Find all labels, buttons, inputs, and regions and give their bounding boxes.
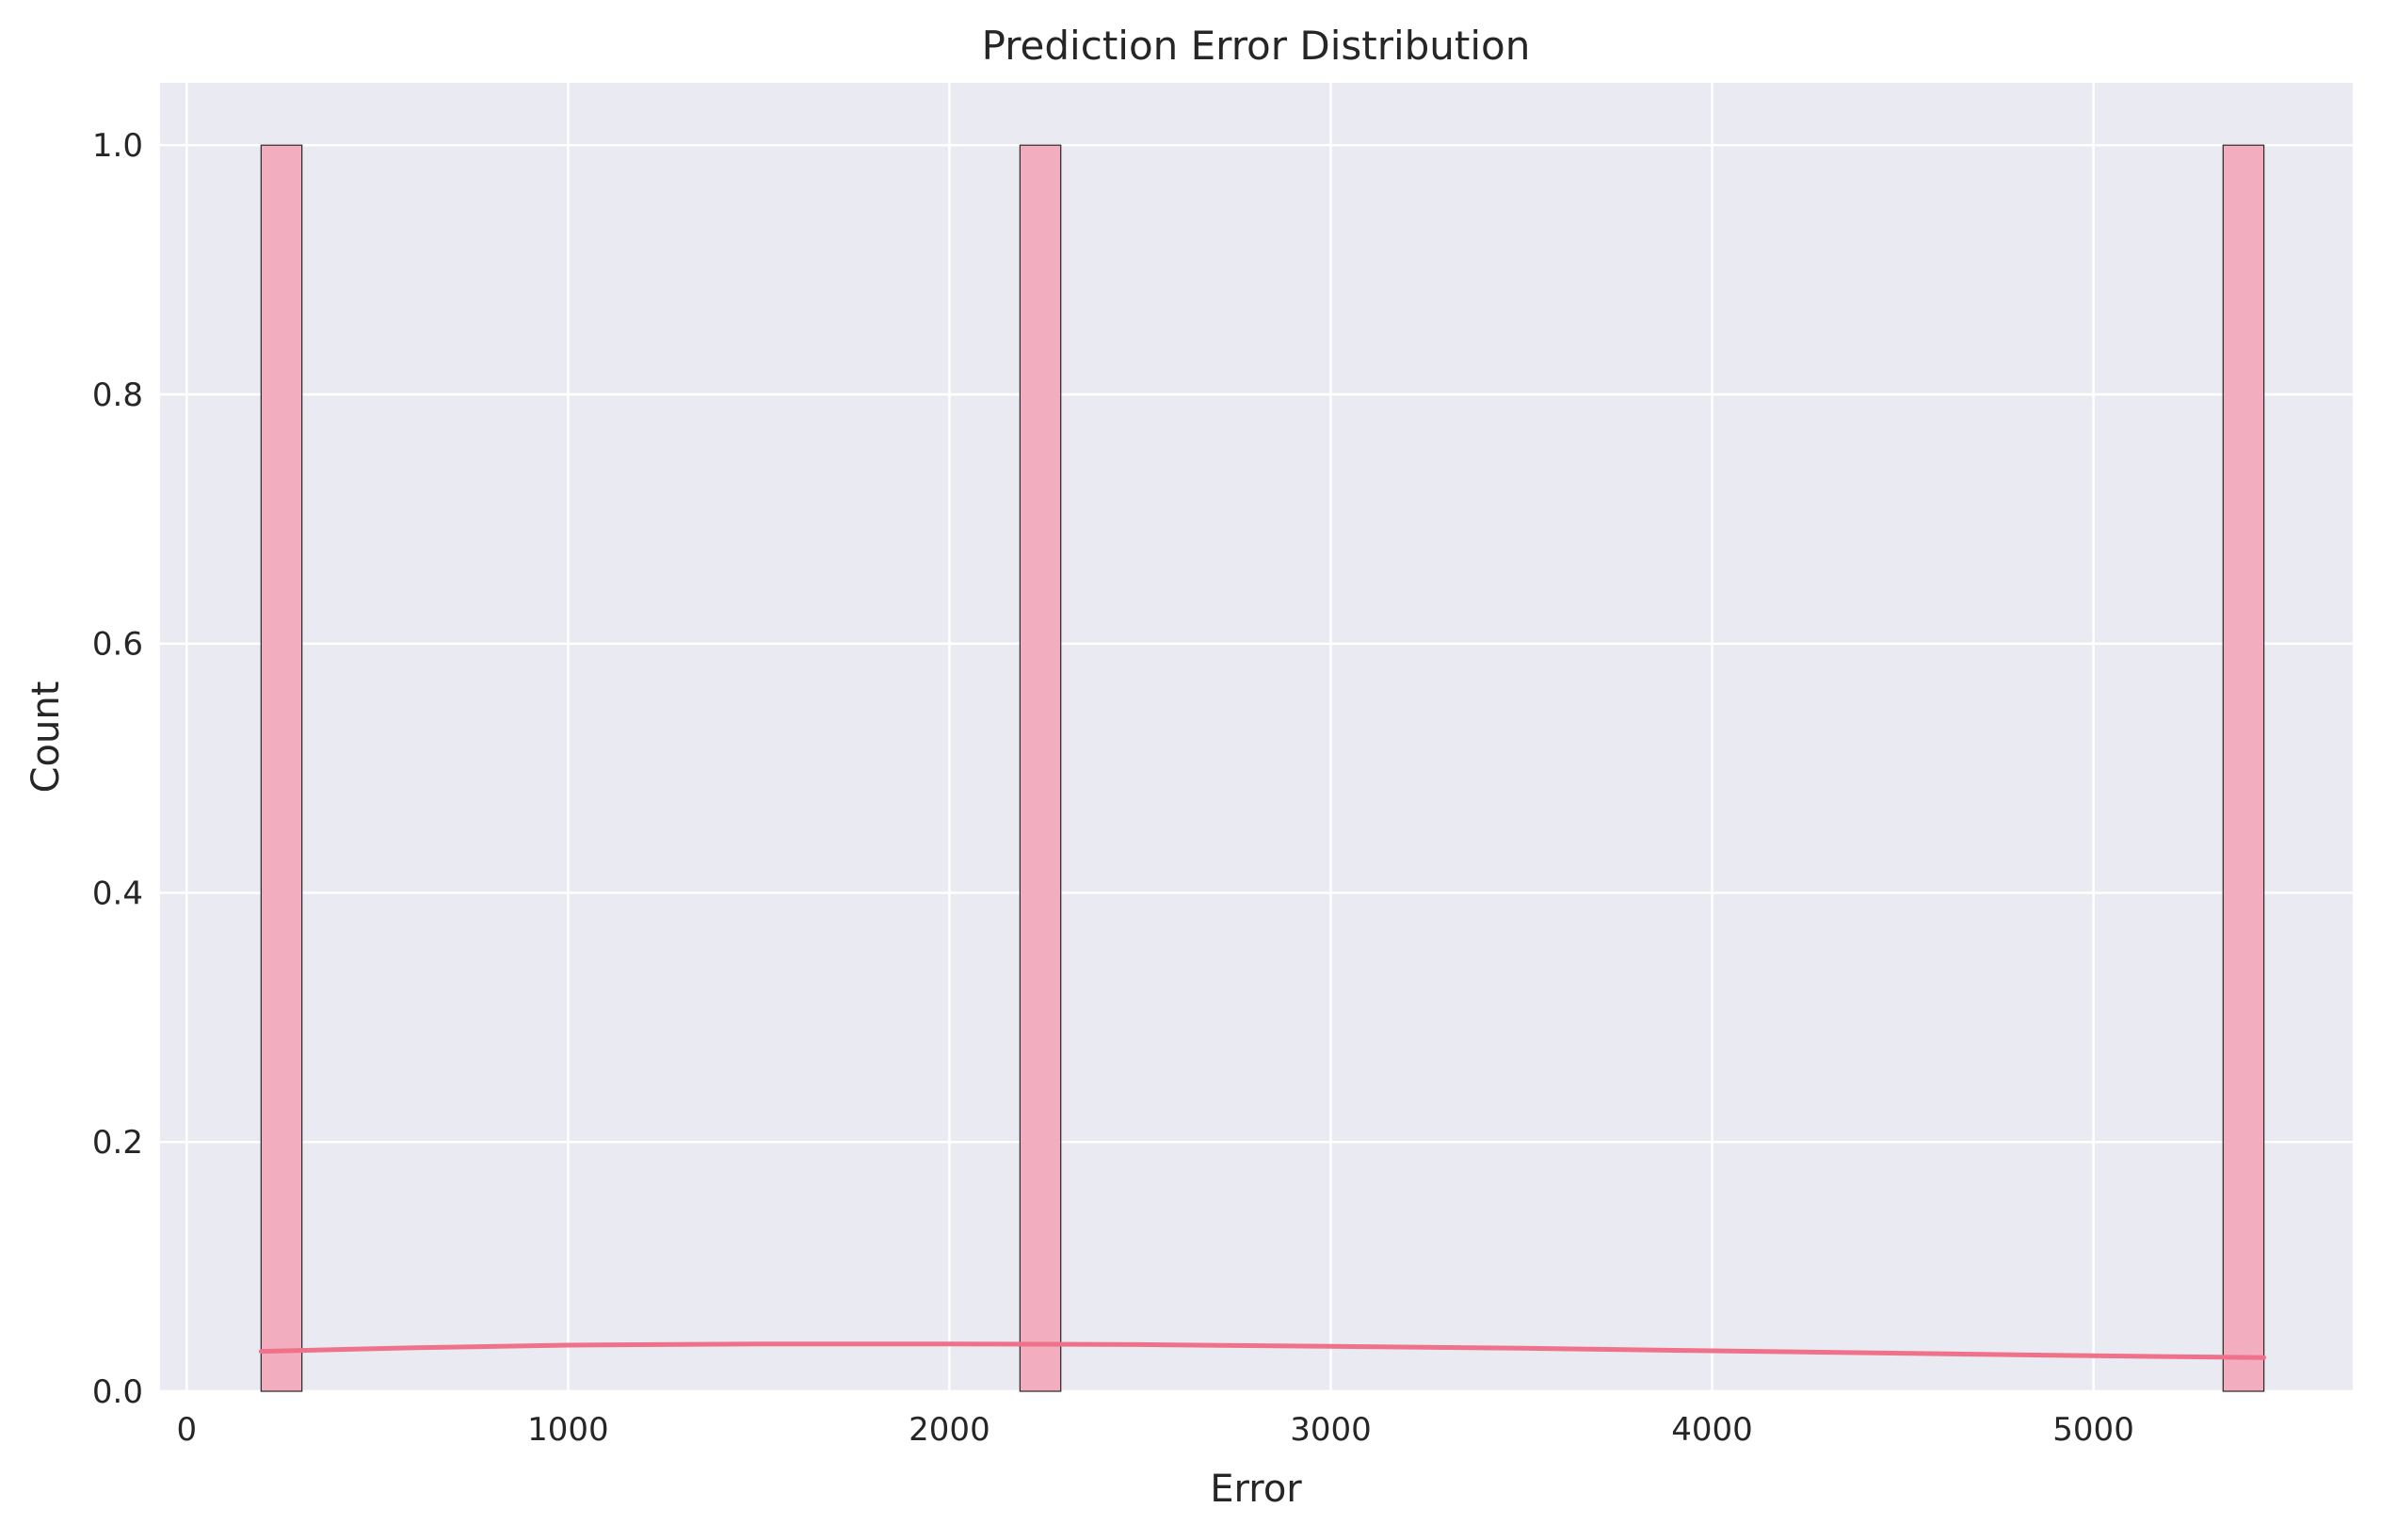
x-tick-label: 1000 bbox=[527, 1411, 609, 1449]
y-tick-label: 0.0 bbox=[92, 1373, 143, 1411]
grid-lines bbox=[160, 83, 2353, 1393]
x-axis-ticks: 0 1000 2000 3000 4000 5000 bbox=[177, 1411, 2134, 1449]
chart-title: Prediction Error Distribution bbox=[982, 23, 1531, 69]
histogram-bar bbox=[2222, 144, 2265, 1392]
y-tick-label: 0.2 bbox=[92, 1124, 143, 1162]
x-tick-label: 2000 bbox=[909, 1411, 990, 1449]
x-tick-label: 3000 bbox=[1290, 1411, 1372, 1449]
y-tick-label: 0.6 bbox=[92, 626, 143, 664]
x-tick-label: 5000 bbox=[2052, 1411, 2134, 1449]
y-axis-label: Count bbox=[24, 682, 68, 794]
x-axis-label: Error bbox=[1210, 1468, 1302, 1511]
y-tick-label: 1.0 bbox=[92, 127, 143, 165]
x-tick-label: 4000 bbox=[1671, 1411, 1753, 1449]
histogram-bars bbox=[260, 144, 2265, 1392]
y-tick-label: 0.8 bbox=[92, 377, 143, 414]
x-tick-label: 0 bbox=[177, 1411, 198, 1449]
plot-area-background bbox=[160, 83, 2353, 1391]
histogram-bar bbox=[260, 144, 303, 1392]
y-tick-label: 0.4 bbox=[92, 874, 143, 912]
kde-layer bbox=[258, 1341, 2267, 1360]
kde-line bbox=[258, 1341, 2267, 1360]
y-axis-ticks: 0.0 0.2 0.4 0.6 0.8 1.0 bbox=[92, 127, 143, 1411]
histogram-bar bbox=[1019, 144, 1062, 1392]
